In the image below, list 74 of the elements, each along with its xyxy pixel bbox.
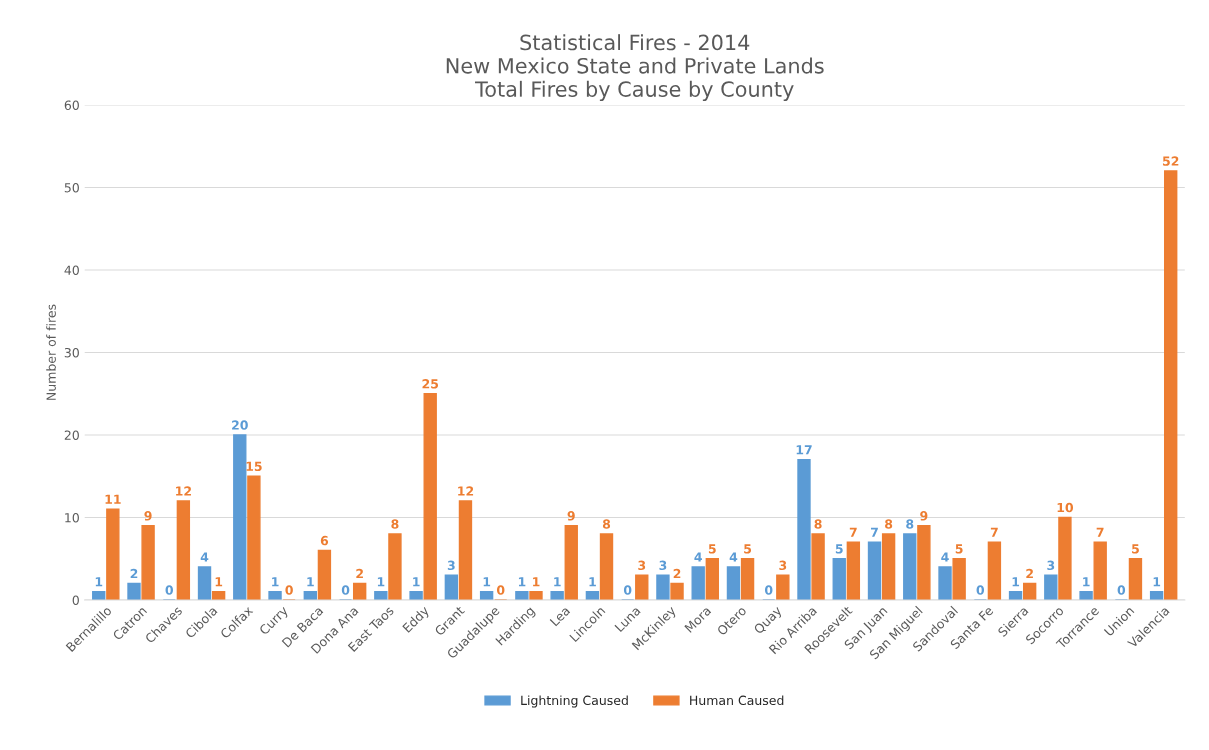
data-label: 2	[130, 568, 138, 579]
data-label: 52	[1162, 156, 1179, 166]
data-label: 8	[906, 519, 914, 529]
data-label: 1	[215, 577, 223, 587]
data-label: 4	[200, 552, 209, 562]
data-label: 12	[458, 486, 474, 496]
data-label: 1	[307, 577, 314, 587]
chart-title: Statistical Fires - 2014 New Mexico State and Private Lands Total Fires by Cause by County	[446, 34, 824, 101]
data-label: 1	[589, 577, 596, 587]
data-label: 1	[533, 577, 540, 587]
data-label: 5	[1132, 544, 1139, 554]
data-label: 8	[602, 519, 611, 529]
data-label: 3	[447, 560, 455, 571]
data-label: 0	[623, 585, 632, 595]
data-label: 0	[165, 585, 174, 595]
data-label: 1	[95, 577, 103, 587]
data-label: 1	[518, 577, 526, 587]
y-tick-label: 40	[64, 265, 79, 275]
data-label: 17	[796, 445, 812, 455]
data-label: 5	[835, 544, 843, 554]
y-tick-label: 10	[65, 512, 79, 523]
data-label: 1	[1153, 577, 1161, 587]
legend-label: Human Caused	[690, 695, 784, 706]
data-label: 9	[567, 511, 575, 521]
x-tick-label: Lea	[549, 605, 571, 627]
data-label: 1	[1083, 577, 1090, 587]
data-label: 3	[638, 560, 646, 571]
data-label: 9	[144, 511, 152, 521]
y-tick-label: 20	[64, 430, 79, 440]
data-label: 20	[232, 420, 248, 430]
data-label: 5	[708, 544, 716, 554]
data-label: 25	[422, 379, 439, 389]
data-label: 3	[779, 560, 787, 571]
data-label: 0	[285, 585, 293, 595]
data-label: 3	[659, 560, 667, 571]
y-tick-label: 30	[64, 347, 79, 358]
data-label: 7	[990, 527, 998, 537]
data-label: 8	[391, 519, 399, 529]
data-label: 7	[871, 527, 878, 537]
data-label: 15	[246, 461, 262, 472]
data-label: 11	[105, 494, 121, 504]
data-label: 1	[272, 577, 279, 587]
data-label: 10	[1057, 502, 1074, 513]
data-label: 2	[1026, 568, 1033, 579]
y-tick-label: 60	[64, 100, 79, 110]
data-label: 8	[814, 519, 822, 529]
data-label: 5	[955, 544, 963, 554]
data-label: 0	[341, 585, 350, 595]
data-label: 4	[729, 552, 738, 562]
data-label: 1	[554, 577, 561, 587]
data-label: 4	[694, 552, 702, 562]
data-label: 5	[744, 544, 752, 554]
data-label: 8	[885, 519, 893, 529]
data-label: 2	[356, 568, 363, 579]
y-axis-title: Number of fires	[46, 304, 56, 400]
y-tick-label: 50	[64, 182, 79, 193]
data-label: 0	[976, 585, 985, 595]
data-label: 0	[764, 585, 773, 595]
data-label: 1	[1012, 577, 1020, 587]
legend-label: Lightning Caused	[521, 695, 628, 708]
data-label: 6	[320, 535, 329, 546]
data-label: 0	[496, 585, 505, 595]
data-label: 7	[849, 527, 857, 537]
data-label: 3	[1047, 560, 1055, 571]
data-label: 7	[1096, 527, 1104, 537]
data-label: 0	[1117, 585, 1126, 595]
data-label: 12	[176, 486, 191, 496]
data-label: 1	[483, 577, 491, 587]
data-label: 4	[941, 552, 949, 562]
data-label: 9	[920, 511, 928, 521]
data-label: 1	[413, 577, 420, 587]
data-label: 1	[377, 577, 385, 587]
data-label: 2	[673, 568, 681, 579]
y-tick-label: 0	[72, 595, 79, 605]
